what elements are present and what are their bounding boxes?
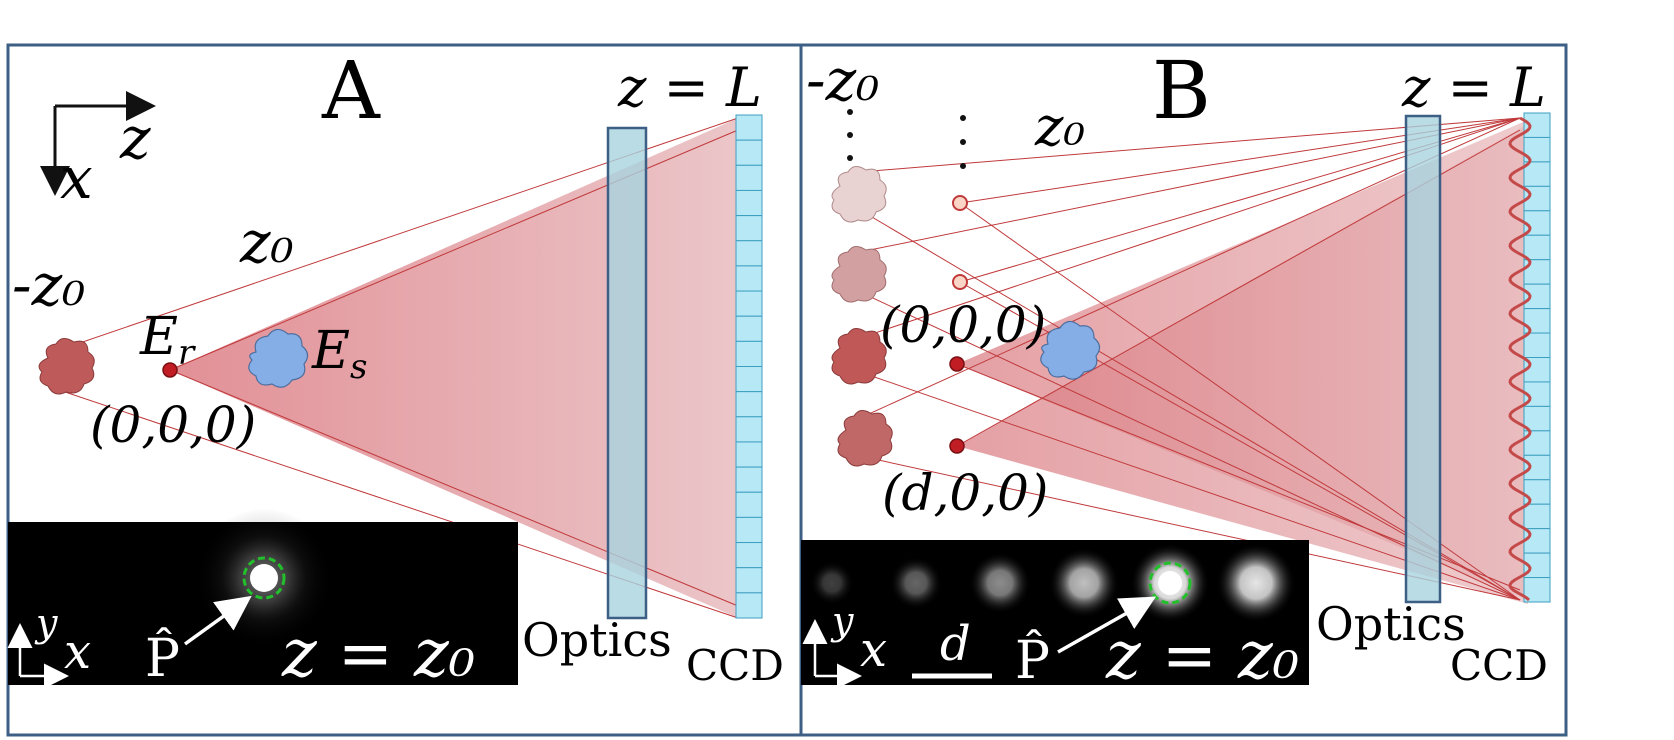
inset-a-pointer-arrow <box>183 595 252 646</box>
inset-b-spots <box>810 543 1296 623</box>
panel-a-reference-point <box>162 362 178 378</box>
ccd-pixel <box>735 139 763 166</box>
ccd-pixel <box>735 164 763 191</box>
ccd-pixel <box>1523 308 1551 334</box>
inset-b-operator: P̂ <box>1015 630 1050 691</box>
panel-b-optics-label: Optics <box>1316 597 1466 651</box>
panel-a-origin: (0,0,0) <box>90 396 256 454</box>
panel-b-mirror-plane: -z₀ <box>806 46 879 114</box>
panel-b-detector-plane: z = L <box>1401 56 1546 119</box>
ccd-pixel <box>1523 283 1551 310</box>
ccd-pixel <box>735 290 763 317</box>
inset-a-focus-ring <box>242 556 286 600</box>
ccd-pixel <box>1523 503 1551 530</box>
ccd-pixel <box>735 391 763 418</box>
inset-b-spot <box>969 552 1031 614</box>
ccd-pixel <box>1523 332 1551 358</box>
ccd-pixel <box>735 215 763 242</box>
inset-a-operator: P̂ <box>145 628 180 689</box>
inset-b-focused-spot <box>1158 571 1182 595</box>
panel-a-label: A <box>321 44 381 137</box>
panel-b-shifted: (d,0,0) <box>882 464 1048 522</box>
inset-a-plane: z = z₀ <box>281 615 475 692</box>
ccd-pixel <box>1523 479 1551 505</box>
panel-b-ref-point-2 <box>952 274 968 290</box>
inset-b-spot <box>889 556 943 610</box>
ccd-pixel <box>735 265 763 292</box>
inset-a-spot <box>250 564 278 592</box>
panel-b-origin: (0,0,0) <box>880 296 1046 354</box>
panel-a-sample-blob <box>248 328 309 388</box>
panel-b-ref-point-shifted <box>949 438 965 454</box>
inset-a-y-label: y <box>34 601 58 645</box>
inset-b-spot <box>1216 543 1296 623</box>
panel-b-mirror-blob-1 <box>831 166 887 223</box>
ccd-pixel <box>1523 234 1551 261</box>
panel-b-ref-point-1 <box>952 195 968 211</box>
ccd-pixel <box>735 592 763 619</box>
panel-a-mirror-plane: -z₀ <box>12 251 85 319</box>
ccd-pixel <box>735 416 763 443</box>
inset-b-spot <box>1048 547 1120 619</box>
inset-b-spot <box>810 561 854 605</box>
panel-a: z x A z = L z₀ -z₀ Er Es (0,0,0) Optics … <box>6 43 803 737</box>
panel-a-cone <box>170 118 738 618</box>
panel-b-ccd-label: CCD <box>1450 641 1548 690</box>
ccd-pixel <box>735 240 763 267</box>
inset-b-scale-label: d <box>940 616 971 672</box>
panel-b-optics <box>1404 114 1442 604</box>
panel-a-mirror-blob <box>38 338 95 395</box>
panel-a-inset: y x P̂ z = z₀ <box>7 508 518 692</box>
inset-b-y-label: y <box>830 599 854 643</box>
ccd-pixel <box>735 340 763 368</box>
panel-b-interference-wave <box>1508 116 1532 602</box>
panel-b-label: B <box>1152 44 1211 137</box>
panel-b: B z = L -z₀ z₀ (0,0,0) (d,0,0) Optics CC… <box>799 43 1568 737</box>
panel-b-sample-blob <box>1040 320 1101 380</box>
axis-x-label: x <box>60 144 93 212</box>
ccd-pixel <box>735 491 763 518</box>
sample-label: Es <box>311 321 367 387</box>
ccd-pixel <box>1523 454 1551 481</box>
ccd-pixel <box>735 315 763 342</box>
ccd-pixel <box>735 441 763 468</box>
inset-a-x-label: x <box>64 624 91 680</box>
inset-b-plane: z = z₀ <box>1105 617 1299 694</box>
panel-a-source-plane: z₀ <box>239 208 294 276</box>
ccd-pixel <box>735 542 763 569</box>
panel-a-ccd <box>735 114 763 619</box>
panel-a-ccd-label: CCD <box>686 641 784 690</box>
inset-b-pointer-arrow <box>1057 596 1157 654</box>
ccd-pixel <box>1523 259 1551 285</box>
ccd-pixel <box>735 189 763 217</box>
ccd-pixel <box>735 516 763 544</box>
panel-b-mirror-blob-2 <box>831 246 887 303</box>
panel-b-cone-shifted <box>957 124 1528 604</box>
ccd-pixel <box>735 567 763 594</box>
panel-b-mirror-blob-3 <box>831 328 887 385</box>
inset-b-x-label: x <box>860 622 887 678</box>
axis-z-label: z <box>119 104 151 172</box>
panel-b-inset: y x d P̂ z = z₀ <box>801 540 1309 694</box>
panel-a-optics-label: Optics <box>522 613 672 667</box>
panel-b-ref-point-origin <box>949 356 965 372</box>
panel-b-ccd <box>1523 112 1551 603</box>
panel-b-source-plane: z₀ <box>1034 95 1085 158</box>
ccd-pixel <box>1523 161 1551 187</box>
panel-b-ellipsis <box>847 109 966 169</box>
panel-a-optics <box>606 126 648 620</box>
reference-label: Er <box>139 307 196 373</box>
panel-a-detector-plane: z = L <box>617 56 762 119</box>
panel-a-axes: z x <box>40 91 156 212</box>
ccd-pixel <box>735 466 763 493</box>
ccd-pixel <box>735 366 763 393</box>
inset-b-focus-ring <box>1148 561 1192 605</box>
panel-b-mirror-blob-4 <box>837 410 893 467</box>
